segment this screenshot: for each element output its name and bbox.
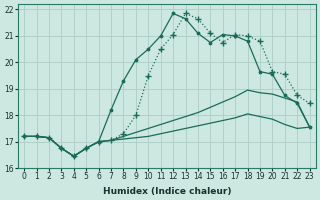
X-axis label: Humidex (Indice chaleur): Humidex (Indice chaleur) bbox=[103, 187, 231, 196]
